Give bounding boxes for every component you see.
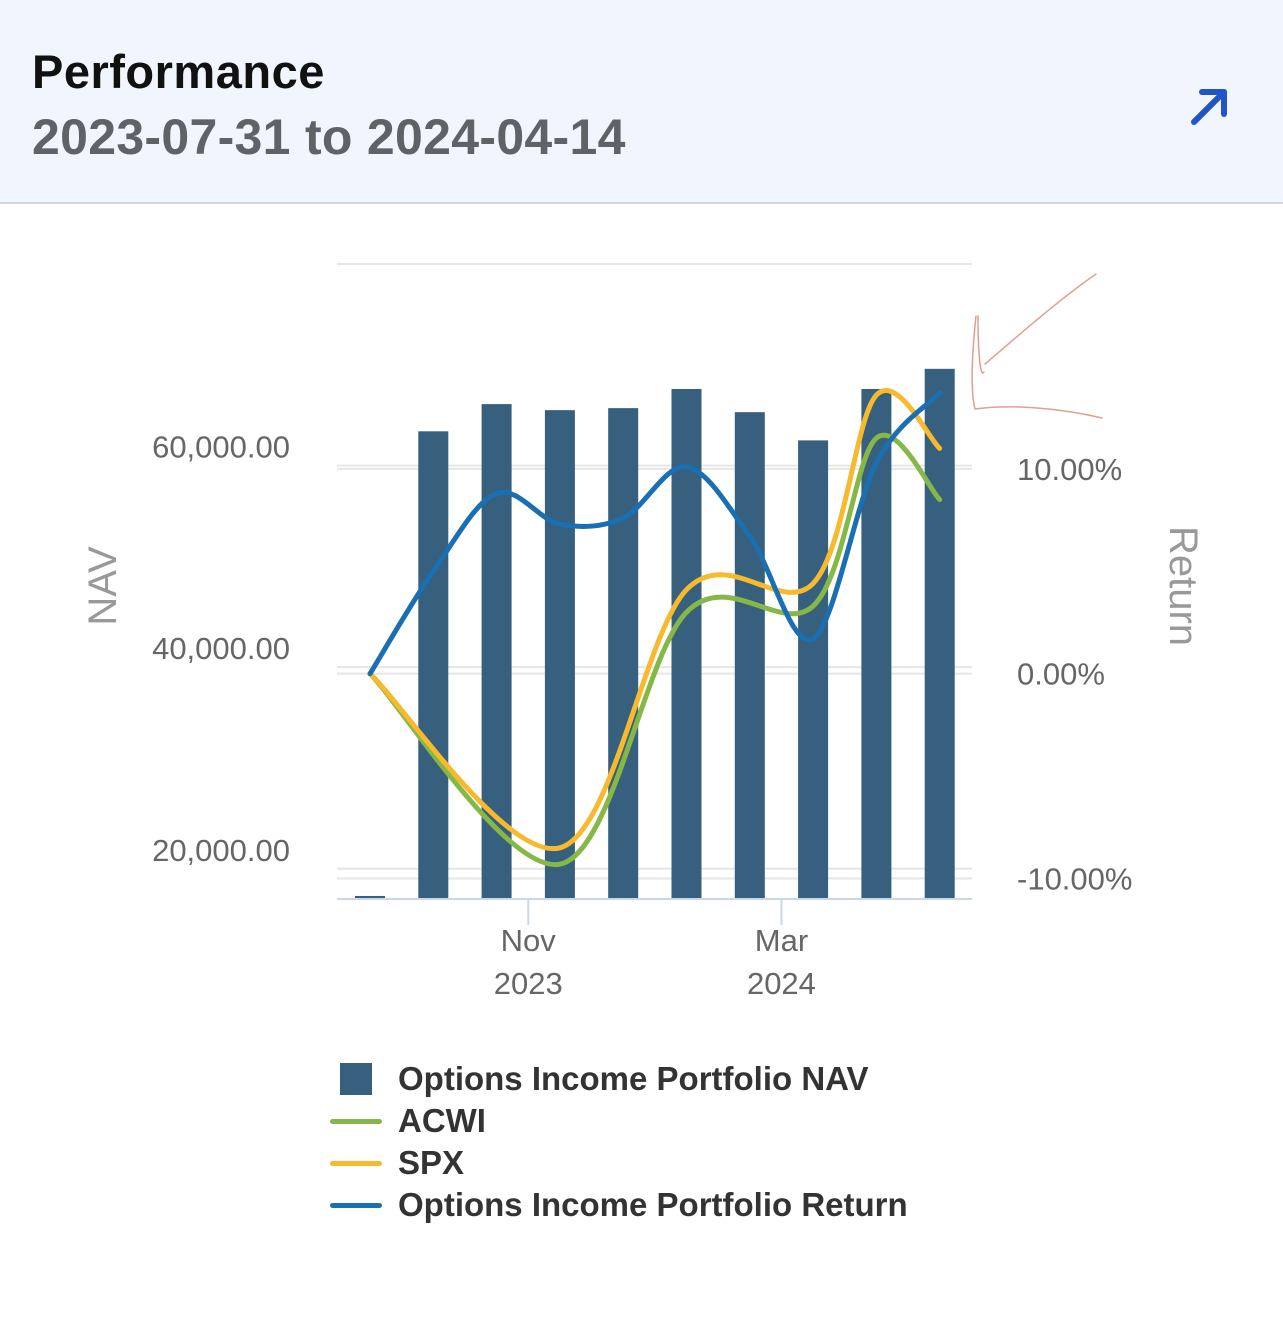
legend-item-acwi[interactable]: ACWI [330, 1100, 908, 1142]
annotation-stroke [984, 273, 1097, 365]
y-left-axis-title: NAV [81, 546, 125, 626]
legend-label: ACWI [398, 1102, 486, 1139]
y-right-tick-label: -10.00% [1017, 862, 1132, 897]
y-right-tick-label: 0.00% [1017, 657, 1105, 692]
chart-legend: Options Income Portfolio NAV ACWI SPX Op… [330, 1058, 908, 1226]
legend-item-spx[interactable]: SPX [330, 1142, 908, 1184]
portfolio-return-line [367, 390, 943, 677]
legend-item-return[interactable]: Options Income Portfolio Return [330, 1184, 908, 1226]
acwi-swatch [330, 1118, 382, 1124]
card-header: Performance 2023-07-31 to 2024-04-14 [0, 0, 1283, 204]
nav-bar [798, 440, 829, 899]
nav-bar [418, 431, 449, 899]
nav-bars [355, 368, 955, 899]
nav-bar [544, 410, 575, 899]
return-swatch [330, 1202, 382, 1208]
acwi-line [367, 432, 943, 867]
arrow-up-right-icon [1191, 89, 1227, 125]
y-right-axis-title: Return [1161, 526, 1205, 646]
x-tick-month: Mar [755, 923, 808, 958]
nav-bar [608, 408, 639, 899]
legend-label: Options Income Portfolio NAV [398, 1060, 869, 1097]
y-left-tick-label: 20,000.00 [152, 833, 290, 868]
spx-swatch [330, 1160, 382, 1166]
legend-item-nav[interactable]: Options Income Portfolio NAV [330, 1058, 908, 1100]
x-tick-month: Nov [501, 923, 557, 958]
date-range: 2023-07-31 to 2024-04-14 [32, 109, 626, 165]
nav-bar [924, 368, 955, 899]
y-right-tick-label: 10.00% [1017, 452, 1122, 487]
nav-swatch [340, 1063, 372, 1095]
annotation-stroke [977, 315, 985, 374]
nav-bar [734, 412, 765, 899]
nav-bar [861, 388, 892, 899]
y-left-tick-label: 40,000.00 [152, 631, 290, 666]
performance-chart: 20,000.00 40,000.00 60,000.00 -10.00% 0.00% 1… [81, 263, 1205, 1001]
expand-button[interactable] [1180, 78, 1240, 138]
return-lines [367, 388, 943, 867]
y-left-tick-label: 60,000.00 [152, 430, 290, 465]
nav-bar [355, 895, 385, 899]
x-tick-year: 2023 [494, 966, 563, 1001]
annotation-stroke [971, 315, 1103, 419]
x-tick-year: 2024 [747, 966, 816, 1001]
legend-label: Options Income Portfolio Return [398, 1186, 908, 1223]
spx-line [367, 388, 943, 852]
legend-label: SPX [398, 1144, 465, 1181]
axes: 20,000.00 40,000.00 60,000.00 -10.00% 0.00% 1… [81, 430, 1205, 1001]
card-title: Performance [32, 45, 325, 98]
nav-bar [671, 388, 702, 899]
hand-drawn-arrow-annotation [971, 273, 1103, 419]
